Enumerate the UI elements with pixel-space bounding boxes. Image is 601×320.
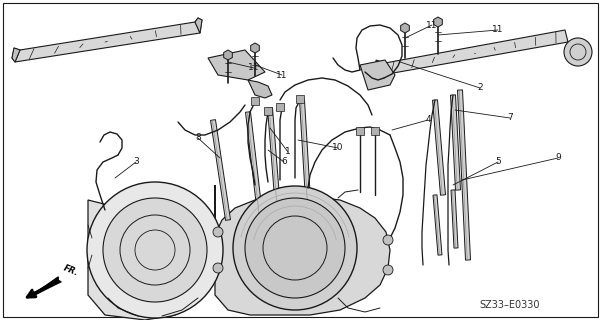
Polygon shape — [248, 80, 272, 98]
Polygon shape — [251, 97, 259, 105]
Polygon shape — [215, 185, 390, 315]
Polygon shape — [356, 127, 364, 135]
Polygon shape — [296, 95, 304, 103]
Ellipse shape — [87, 182, 223, 318]
Polygon shape — [457, 90, 471, 260]
Polygon shape — [264, 107, 272, 115]
Ellipse shape — [564, 38, 592, 66]
Text: 2: 2 — [477, 84, 483, 92]
Polygon shape — [224, 50, 233, 60]
Polygon shape — [401, 23, 409, 33]
Polygon shape — [15, 22, 200, 62]
Polygon shape — [360, 60, 395, 90]
Polygon shape — [371, 127, 379, 135]
Polygon shape — [376, 60, 385, 75]
Polygon shape — [246, 112, 263, 215]
Text: 6: 6 — [281, 157, 287, 166]
Polygon shape — [451, 190, 458, 248]
Ellipse shape — [103, 198, 207, 302]
Polygon shape — [210, 120, 230, 220]
Text: 11: 11 — [492, 26, 504, 35]
Ellipse shape — [383, 235, 393, 245]
Polygon shape — [382, 30, 568, 75]
Polygon shape — [276, 103, 284, 111]
Text: 7: 7 — [507, 114, 513, 123]
Polygon shape — [267, 108, 281, 210]
Polygon shape — [433, 100, 445, 195]
Polygon shape — [434, 17, 442, 27]
Polygon shape — [433, 195, 442, 255]
Ellipse shape — [233, 186, 357, 310]
Polygon shape — [299, 100, 311, 200]
Text: 8: 8 — [195, 133, 201, 142]
Text: 9: 9 — [555, 154, 561, 163]
Ellipse shape — [213, 263, 223, 273]
Polygon shape — [195, 18, 202, 33]
Ellipse shape — [213, 227, 223, 237]
Text: FR.: FR. — [62, 264, 80, 278]
Polygon shape — [451, 95, 460, 190]
Text: 11: 11 — [426, 20, 438, 29]
Polygon shape — [12, 48, 20, 62]
Text: 4: 4 — [425, 116, 431, 124]
Polygon shape — [88, 195, 218, 320]
Text: 5: 5 — [495, 157, 501, 166]
Polygon shape — [208, 50, 265, 80]
Text: 3: 3 — [133, 157, 139, 166]
Text: 11: 11 — [276, 70, 288, 79]
Text: 1: 1 — [285, 148, 291, 156]
Text: 10: 10 — [332, 143, 344, 153]
Ellipse shape — [245, 198, 345, 298]
Polygon shape — [251, 43, 259, 53]
Ellipse shape — [383, 265, 393, 275]
Text: 11: 11 — [248, 63, 260, 73]
Text: SZ33–E0330: SZ33–E0330 — [480, 300, 540, 310]
